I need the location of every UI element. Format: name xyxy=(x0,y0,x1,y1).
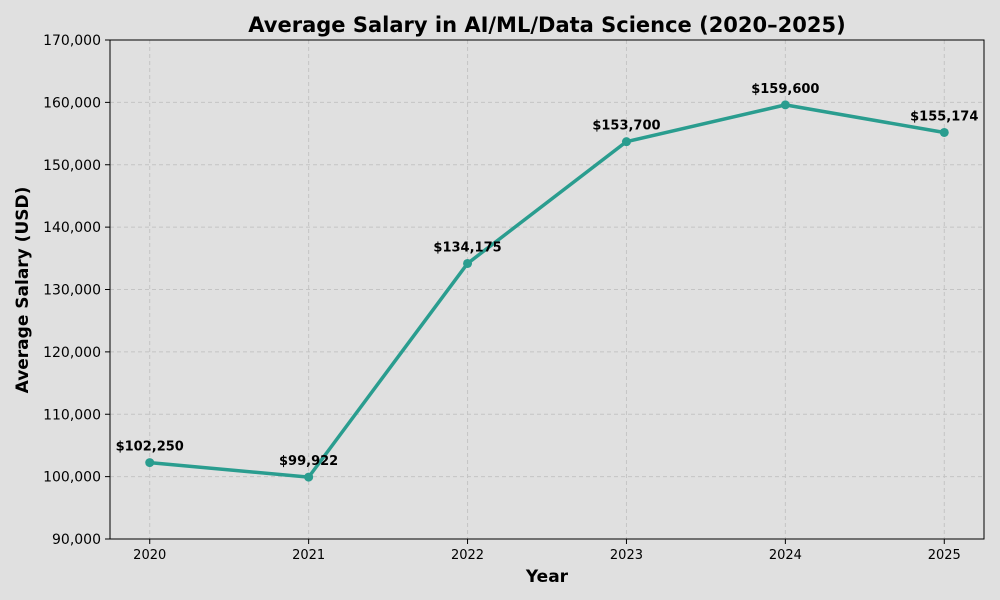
y-tick-label: 160,000 xyxy=(43,95,101,111)
y-tick-label: 90,000 xyxy=(52,532,101,548)
series-line xyxy=(147,103,947,479)
x-tick-label: 2020 xyxy=(133,548,166,563)
data-point xyxy=(463,258,473,268)
data-point xyxy=(304,472,314,482)
x-tick-label: 2025 xyxy=(928,548,961,563)
x-tick-label: 2021 xyxy=(292,548,325,563)
data-label: $99,922 xyxy=(279,454,338,469)
y-tick-label: 100,000 xyxy=(43,470,101,486)
x-tick-label: 2023 xyxy=(610,548,643,563)
data-point xyxy=(939,127,949,137)
y-tick-label: 130,000 xyxy=(43,283,101,299)
x-tick-label: 2022 xyxy=(451,548,484,563)
data-point xyxy=(621,137,631,147)
y-tick-label: 120,000 xyxy=(43,345,101,361)
x-axis-label: Year xyxy=(525,567,569,587)
data-point xyxy=(780,100,790,110)
data-label: $134,175 xyxy=(433,240,501,255)
data-label: $153,700 xyxy=(592,119,660,134)
data-label: $159,600 xyxy=(751,82,819,97)
data-label: $155,174 xyxy=(910,109,978,124)
y-tick-label: 170,000 xyxy=(43,33,101,49)
data-label: $102,250 xyxy=(116,440,184,455)
x-axis-ticks: 2020 2021 2022 2023 2024 2025 xyxy=(133,539,961,563)
y-axis-ticks: 90,000 100,000 110,000 120,000 130,000 140,00… xyxy=(43,33,110,548)
y-tick-label: 110,000 xyxy=(43,407,101,423)
series-layer: $102,250 $99,922 $134,175 $153,700 $159,600 $… xyxy=(116,82,978,482)
y-tick-label: 140,000 xyxy=(43,220,101,236)
y-axis-label: Average Salary (USD) xyxy=(13,187,33,394)
x-tick-label: 2024 xyxy=(769,548,802,563)
data-point xyxy=(145,458,155,468)
chart-title: Average Salary in AI/ML/Data Science (20… xyxy=(248,13,845,37)
y-tick-label: 150,000 xyxy=(43,158,101,174)
